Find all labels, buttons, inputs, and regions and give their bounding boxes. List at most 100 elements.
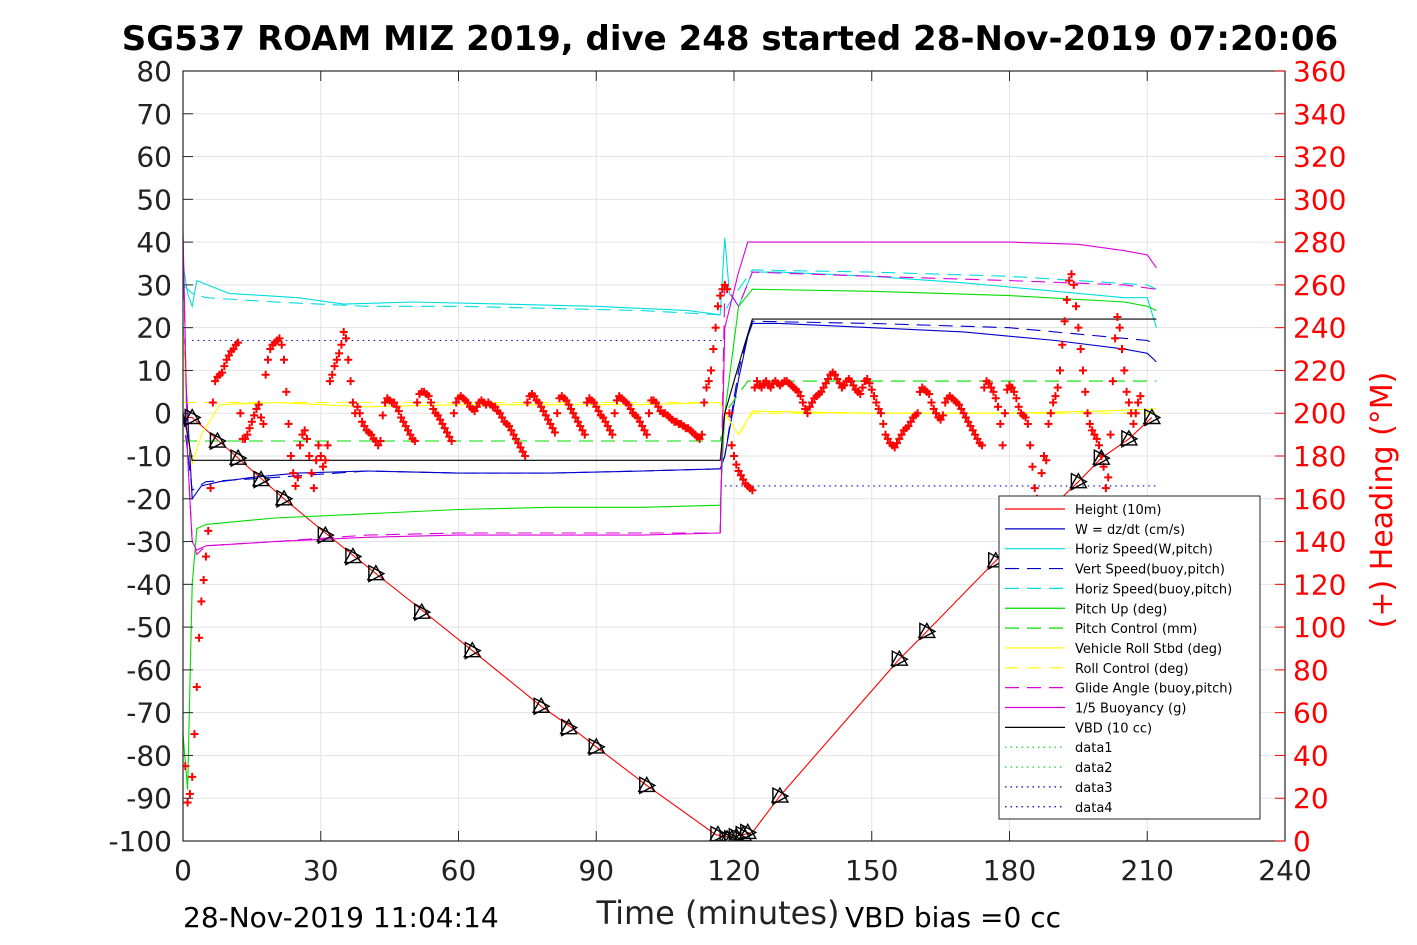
y-tick-label: -70 — [126, 697, 172, 730]
x-tick-label: 180 — [983, 854, 1036, 887]
heading-point — [1042, 456, 1051, 465]
heading-point — [766, 383, 775, 392]
heading-point — [243, 430, 252, 439]
heading-point — [968, 426, 977, 435]
heading-point — [1000, 409, 1009, 418]
heading-point — [234, 338, 243, 347]
heading-point — [247, 417, 256, 426]
heading-point — [1106, 430, 1115, 439]
heading-point — [199, 576, 208, 585]
legend-label: W = dz/dt (cm/s) — [1075, 523, 1185, 538]
heading-point — [381, 398, 390, 407]
heading-point — [410, 437, 419, 446]
heading-point — [856, 389, 865, 398]
heading-point — [929, 404, 938, 413]
heading-point — [1058, 340, 1067, 349]
heading-point — [1104, 473, 1113, 482]
heading-point — [1120, 366, 1129, 375]
legend-label: VBD (10 cc) — [1075, 721, 1152, 736]
heading-point — [376, 437, 385, 446]
heading-point — [994, 402, 1003, 411]
heading-point — [998, 441, 1007, 450]
heading-point — [523, 398, 532, 407]
y-tick-label: 40 — [136, 226, 172, 259]
heading-point — [316, 452, 325, 460]
heading-point — [571, 413, 580, 422]
y-tick-label: 0 — [154, 397, 172, 430]
heading-point — [452, 398, 461, 407]
heading-point — [275, 334, 284, 343]
heading-point — [305, 452, 314, 460]
heading-point — [725, 409, 734, 418]
legend: Height (10m) W = dz/dt (cm/s) Horiz Speed(… — [998, 495, 1261, 820]
heading-point — [1131, 409, 1140, 418]
footer-timestamp: 28-Nov-2019 11:04:14 — [183, 901, 499, 934]
heading-point — [870, 392, 879, 401]
heading-point — [879, 419, 888, 428]
heading-point — [353, 402, 362, 411]
series-line-6 — [183, 380, 1157, 442]
x-tick-label: 210 — [1121, 854, 1174, 887]
heading-point — [730, 452, 738, 460]
heading-point — [713, 302, 722, 311]
heading-point — [433, 411, 442, 420]
heading-point — [553, 409, 562, 418]
heading-point — [323, 441, 332, 450]
heading-point — [183, 798, 192, 807]
heading-point — [1049, 398, 1058, 407]
series-line-3 — [183, 320, 1157, 492]
heading-point — [518, 447, 527, 456]
heading-point — [817, 387, 826, 396]
heading-point — [325, 377, 334, 386]
heading-point — [748, 486, 757, 495]
heading-point — [1062, 295, 1071, 304]
legend-label: Horiz Speed(buoy,pitch) — [1075, 582, 1232, 597]
heading-point — [1014, 402, 1023, 411]
heading-point — [1122, 387, 1131, 396]
y2-tick-label: 160 — [1293, 483, 1346, 516]
heading-point — [757, 383, 766, 392]
heading-point — [550, 428, 559, 437]
heading-point — [592, 402, 601, 411]
y2-tick-label: 100 — [1293, 611, 1346, 644]
heading-point — [640, 426, 649, 435]
legend-label: Roll Control (deg) — [1075, 662, 1189, 677]
y-tick-label: -30 — [126, 526, 172, 559]
heading-point — [957, 404, 966, 413]
heading-point — [633, 413, 642, 422]
heading-point — [401, 422, 410, 431]
heading-point — [394, 407, 403, 416]
heading-point — [821, 379, 830, 388]
heading-point — [798, 398, 807, 407]
heading-point — [606, 426, 615, 435]
y2-tick-label: 340 — [1293, 98, 1346, 131]
heading-point — [321, 456, 330, 465]
heading-point — [208, 398, 217, 407]
heading-point — [727, 441, 736, 450]
heading-point — [893, 439, 902, 448]
y-tick-label: 80 — [136, 55, 172, 88]
heading-point — [286, 452, 295, 460]
heading-point — [250, 411, 259, 420]
y-tick-label: 50 — [136, 183, 172, 216]
heading-point — [858, 383, 867, 392]
heading-point — [580, 430, 589, 439]
y-tick-label: 70 — [136, 98, 172, 131]
heading-point — [445, 432, 454, 441]
heading-point — [996, 419, 1005, 428]
heading-point — [697, 430, 706, 439]
heading-point — [314, 441, 323, 450]
heading-point — [192, 683, 201, 691]
heading-point — [716, 291, 725, 300]
legend-label: Pitch Control (mm) — [1075, 622, 1197, 637]
heading-point — [293, 473, 302, 482]
heading-point — [440, 424, 449, 433]
y2-tick-label: 120 — [1293, 568, 1346, 601]
y2-tick-label: 320 — [1293, 141, 1346, 174]
x-tick-label: 240 — [1258, 854, 1311, 887]
legend-label: 1/5 Buoyancy (g) — [1075, 702, 1186, 717]
depth-marker — [637, 775, 657, 795]
y-tick-label: -60 — [126, 654, 172, 687]
heading-point — [491, 402, 500, 411]
heading-point — [229, 345, 238, 354]
